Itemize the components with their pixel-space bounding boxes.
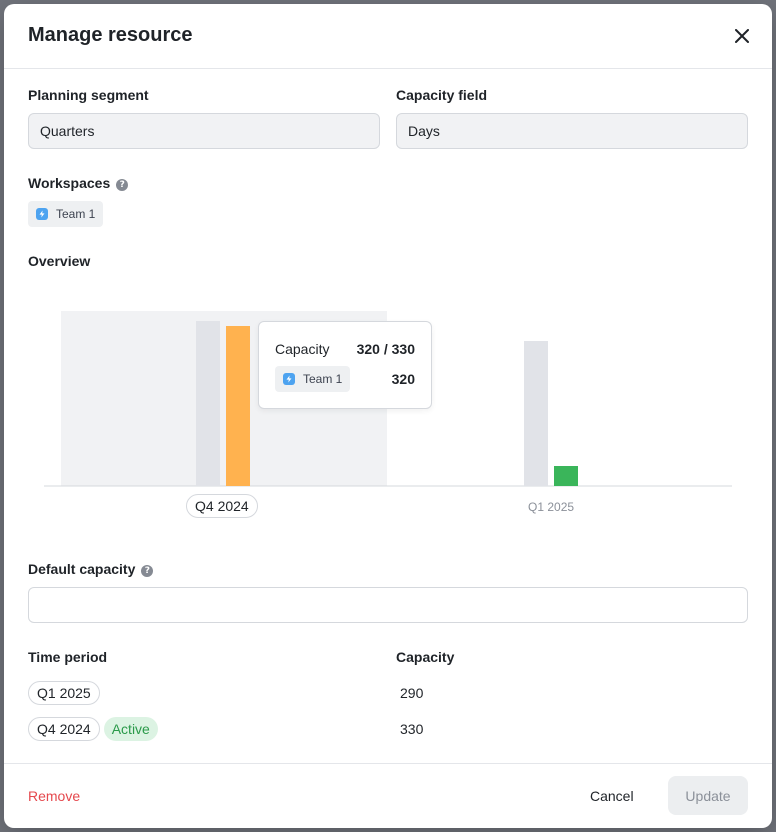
capacity-field-select[interactable]: Days (396, 113, 748, 149)
workspace-chip: Team 1 (28, 201, 104, 227)
overview-label: Overview (28, 253, 91, 269)
period-pill: Q1 2025 (28, 681, 100, 705)
planning-segment-label: Planning segment (28, 87, 149, 103)
status-badge: Active (103, 717, 158, 741)
bar-team-1-q1-2025[interactable] (554, 466, 578, 486)
tooltip-ratio: 320 / 330 (356, 341, 415, 357)
workspace-chip-label: Team 1 (56, 207, 96, 221)
workspaces-label-text: Workspaces (28, 175, 111, 191)
default-capacity-input[interactable] (28, 587, 748, 623)
workspace-icon (283, 373, 295, 385)
dialog-header: Manage resource (4, 4, 772, 69)
dialog-title: Manage resource (28, 24, 193, 46)
tooltip-title: Capacity (275, 341, 330, 357)
x-tick-q1-2025: Q1 2025 (528, 500, 575, 514)
x-tick-q4-2024[interactable]: Q4 2024 (186, 494, 258, 518)
workspaces-label: Workspaces? (28, 175, 129, 191)
cancel-button[interactable]: Cancel (590, 788, 634, 804)
capacity-field-label: Capacity field (396, 87, 488, 103)
help-icon[interactable]: ? (141, 565, 154, 577)
remove-button[interactable]: Remove (28, 788, 81, 804)
update-button[interactable]: Update (668, 776, 748, 815)
capacity-value: 290 (400, 685, 424, 701)
planning-segment-field[interactable]: Quarters (28, 113, 380, 149)
bar-capacity-q1-2025[interactable] (524, 341, 548, 486)
tooltip-team-chip: Team 1 (275, 366, 351, 392)
col-capacity: Capacity (396, 649, 455, 665)
dialog-footer: Remove Cancel Update (4, 763, 772, 828)
help-icon[interactable]: ? (116, 179, 129, 191)
tooltip-team-label: Team 1 (303, 372, 343, 386)
workspace-icon (36, 208, 48, 220)
bar-team-1-q4-2024[interactable] (226, 326, 250, 486)
period-pill: Q4 2024 (28, 717, 100, 741)
col-time-period: Time period (28, 649, 108, 665)
bar-capacity-q4-2024[interactable] (196, 321, 220, 486)
default-capacity-label: Default capacity? (28, 561, 154, 577)
table-row: Q1 2025 290 (28, 681, 748, 705)
default-capacity-label-text: Default capacity (28, 561, 136, 577)
capacity-value: 330 (400, 721, 424, 737)
close-button[interactable] (730, 24, 754, 48)
manage-resource-dialog: Manage resource Planning segment Quarter… (4, 4, 772, 828)
tooltip-team-value: 320 (391, 371, 415, 387)
chart-tooltip: Capacity 320 / 330 Team 1 320 (258, 321, 432, 409)
close-icon (735, 29, 749, 43)
table-row: Q4 2024 Active 330 (28, 717, 748, 741)
